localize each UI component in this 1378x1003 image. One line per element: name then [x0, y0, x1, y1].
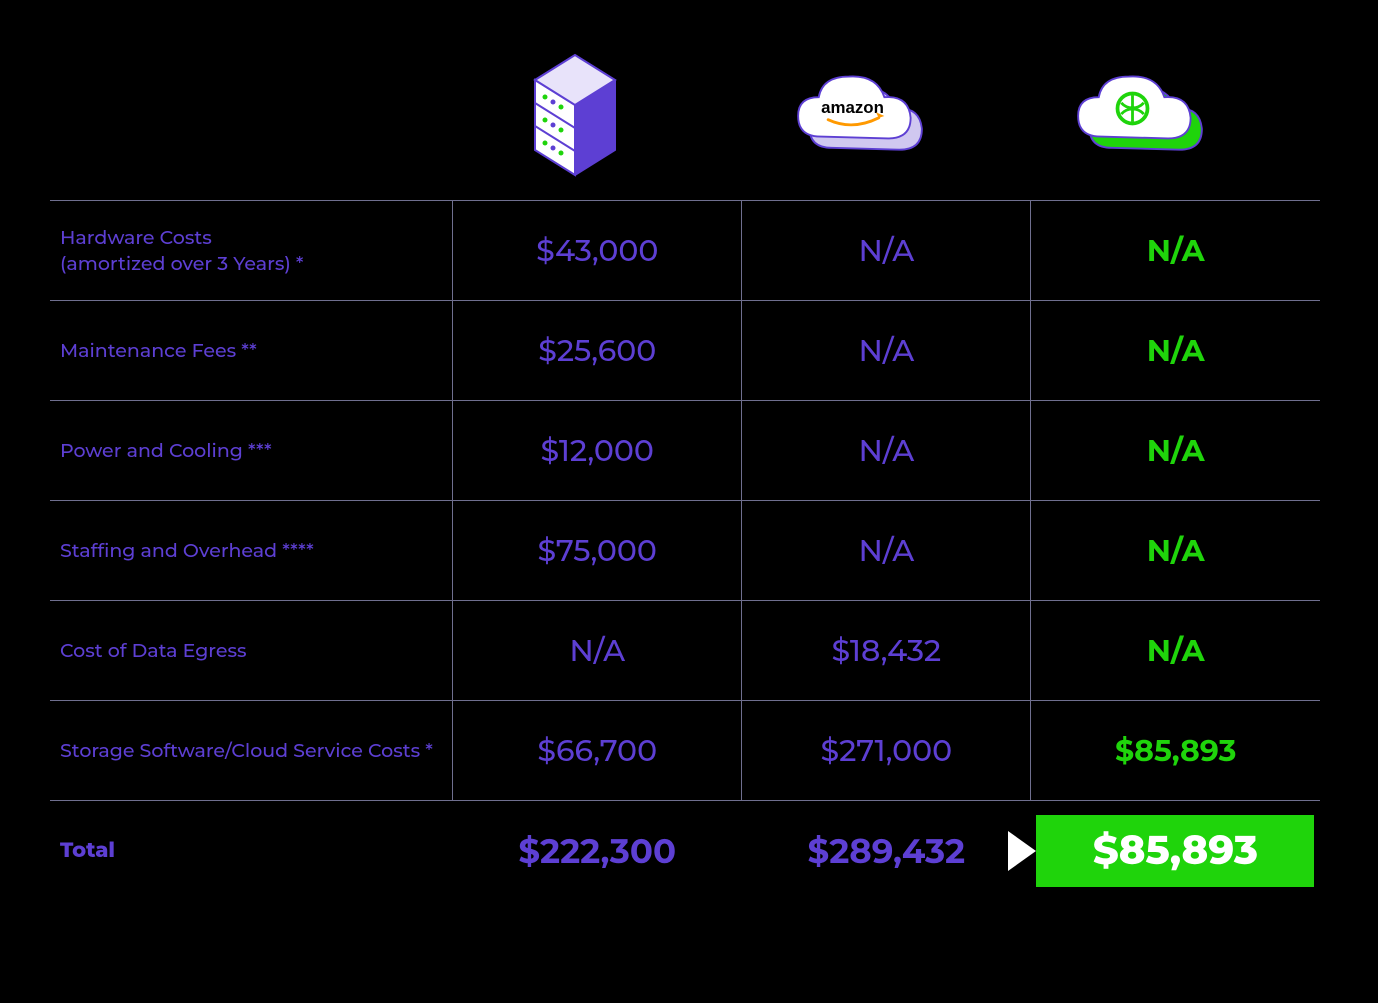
cell-amazon: N/A	[742, 401, 1031, 501]
svg-text:amazon: amazon	[821, 98, 884, 117]
table-row: Storage Software/Cloud Service Costs *$6…	[50, 701, 1320, 801]
table-row: Staffing and Overhead ****$75,000N/AN/A	[50, 501, 1320, 601]
table-row: Maintenance Fees **$25,600N/AN/A	[50, 301, 1320, 401]
cell-wasabi: $85,893	[1031, 701, 1320, 801]
cell-amazon: N/A	[742, 201, 1031, 301]
row-label: Hardware Costs(amortized over 3 Years) *	[50, 201, 453, 301]
cell-wasabi: N/A	[1031, 301, 1320, 401]
comparison-table: amazon Hardware Costs(amortized over 3 Y…	[50, 30, 1320, 901]
table-row: Hardware Costs(amortized over 3 Years) *…	[50, 201, 1320, 301]
cell-wasabi: N/A	[1031, 401, 1320, 501]
cell-onprem: $66,700	[453, 701, 742, 801]
row-label: Storage Software/Cloud Service Costs *	[50, 701, 453, 801]
cell-onprem: $12,000	[453, 401, 742, 501]
total-highlight: $85,893	[1036, 815, 1314, 887]
header-icons-row: amazon	[50, 30, 1320, 180]
cell-onprem: $25,600	[453, 301, 742, 401]
total-label: Total	[50, 801, 453, 901]
cost-table: Hardware Costs(amortized over 3 Years) *…	[50, 200, 1320, 901]
cell-amazon: N/A	[742, 301, 1031, 401]
cell-onprem: N/A	[453, 601, 742, 701]
cell-amazon: N/A	[742, 501, 1031, 601]
cell-amazon: $18,432	[742, 601, 1031, 701]
wasabi-cloud-icon	[1065, 50, 1215, 180]
cell-wasabi: N/A	[1031, 201, 1320, 301]
row-label: Staffing and Overhead ****	[50, 501, 453, 601]
col-header-onprem	[440, 50, 720, 180]
total-row: Total$222,300$289,432$85,893	[50, 801, 1320, 901]
table-row: Power and Cooling ***$12,000N/AN/A	[50, 401, 1320, 501]
amazon-cloud-icon: amazon	[785, 50, 935, 180]
row-label: Cost of Data Egress	[50, 601, 453, 701]
cell-amazon: $271,000	[742, 701, 1031, 801]
total-amazon: $289,432	[742, 801, 1031, 901]
row-label: Maintenance Fees **	[50, 301, 453, 401]
cell-onprem: $43,000	[453, 201, 742, 301]
table-row: Cost of Data EgressN/A$18,432N/A	[50, 601, 1320, 701]
cell-wasabi: N/A	[1031, 501, 1320, 601]
total-wasabi: $85,893	[1031, 801, 1320, 901]
col-header-wasabi	[1000, 50, 1280, 180]
row-label: Power and Cooling ***	[50, 401, 453, 501]
total-onprem: $222,300	[453, 801, 742, 901]
server-icon	[505, 50, 655, 180]
cell-onprem: $75,000	[453, 501, 742, 601]
cell-wasabi: N/A	[1031, 601, 1320, 701]
col-header-amazon: amazon	[720, 50, 1000, 180]
